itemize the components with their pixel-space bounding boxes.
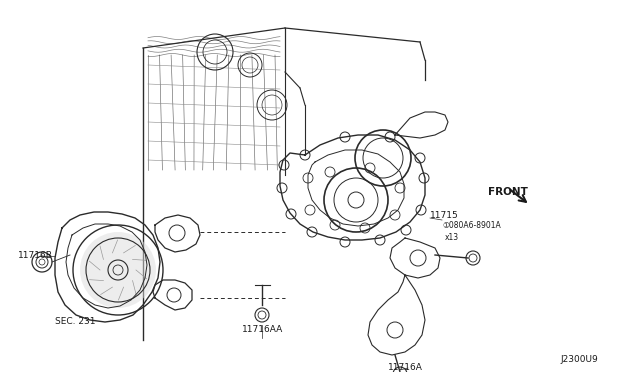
Text: J2300U9: J2300U9 <box>560 356 598 365</box>
Text: FRONT: FRONT <box>488 187 528 197</box>
Circle shape <box>80 232 156 308</box>
Text: 11716AA: 11716AA <box>242 326 284 334</box>
Text: ①080A6-8901A: ①080A6-8901A <box>442 221 500 230</box>
Text: SEC. 231: SEC. 231 <box>55 317 95 327</box>
Text: 11715: 11715 <box>430 211 459 219</box>
Text: 11716B: 11716B <box>18 250 53 260</box>
Text: x13: x13 <box>445 232 459 241</box>
Text: 11716A: 11716A <box>388 363 423 372</box>
